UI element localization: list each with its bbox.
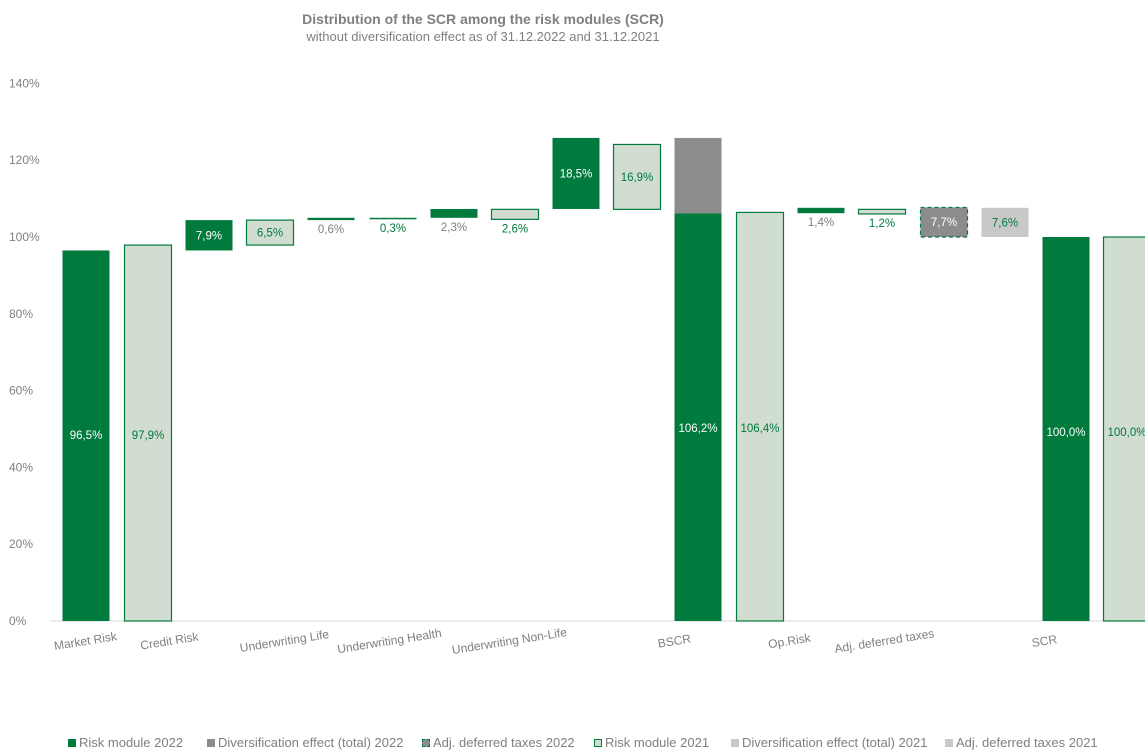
data-label: 2,3% [441,222,467,234]
y-tick-label: 80% [9,307,33,321]
data-label: 1,4% [808,217,834,229]
legend-label: Diversification effect (total) 2021 [742,735,927,750]
x-tick-label: Credit Risk [139,629,200,652]
legend-item: Diversification effect (total) 2022 [207,735,403,750]
legend-swatch [945,739,953,747]
legend: Risk module 2022 Diversification effect (… [0,735,1145,749]
bar-2021-risk_module [737,212,784,621]
bar-2022-risk_module [308,218,355,220]
y-tick-label: 40% [9,460,33,474]
bar-2022-risk_module [798,208,845,213]
x-tick-label: Underwriting Non-Life [451,625,568,657]
x-tick-label: Market Risk [53,629,119,653]
legend-swatch [422,739,430,747]
legend-label: Risk module 2022 [79,735,183,750]
legend-swatch [594,739,602,747]
data-label: 0,6% [318,224,344,236]
x-tick-label: SCR [1031,632,1059,650]
x-tick-label: Underwriting Health [336,626,442,656]
bar-2022-diversification [675,138,722,213]
data-label: 106,4% [740,423,779,435]
x-tick-label: BSCR [657,631,692,650]
y-tick-label: 0% [9,614,27,628]
data-label: 6,5% [257,228,283,240]
data-label: 96,5% [70,430,103,442]
x-tick-label: Op.Risk [767,631,812,652]
y-axis: 0% 20% 40% 60% 80% 100% 120% 140% [9,76,40,628]
bars [63,138,1145,621]
legend-label: Adj. deferred taxes 2022 [433,735,575,750]
data-label: 97,9% [132,430,165,442]
legend-item: Risk module 2021 [594,735,709,750]
data-label: 16,9% [621,172,654,184]
bar-2022-risk_module [675,213,722,621]
legend-item: Adj. deferred taxes 2021 [945,735,1098,750]
bar-2022-risk_module [431,209,478,218]
y-tick-label: 20% [9,537,33,551]
x-tick-label: Underwriting Life [239,627,330,655]
data-label: 7,6% [992,217,1018,229]
bar-2022-risk_module [370,218,417,220]
legend-swatch [731,739,739,747]
legend-swatch [207,739,215,747]
y-tick-label: 100% [9,230,40,244]
data-label: 2,6% [502,223,528,235]
legend-label: Adj. deferred taxes 2021 [956,735,1098,750]
data-label: 7,9% [196,230,222,242]
data-label: 106,2% [678,423,717,435]
legend-item: Adj. deferred taxes 2022 [422,735,575,750]
legend-label: Diversification effect (total) 2022 [218,735,403,750]
legend-label: Risk module 2021 [605,735,709,750]
x-tick-label: Adj. deferred taxes [834,626,936,656]
data-label: 100,0% [1107,427,1145,439]
legend-item: Risk module 2022 [68,735,183,750]
data-label: 7,7% [931,217,957,229]
bar-2021-risk_module [859,209,906,214]
data-label: 18,5% [560,168,593,180]
y-tick-label: 120% [9,153,40,167]
data-label: 100,0% [1046,427,1085,439]
data-label: 0,3% [380,223,406,235]
legend-item: Diversification effect (total) 2021 [731,735,927,750]
legend-swatch [68,739,76,747]
data-label: 1,2% [869,218,895,230]
y-tick-label: 140% [9,76,40,90]
bar-2021-risk_module [492,209,539,219]
y-tick-label: 60% [9,384,33,398]
